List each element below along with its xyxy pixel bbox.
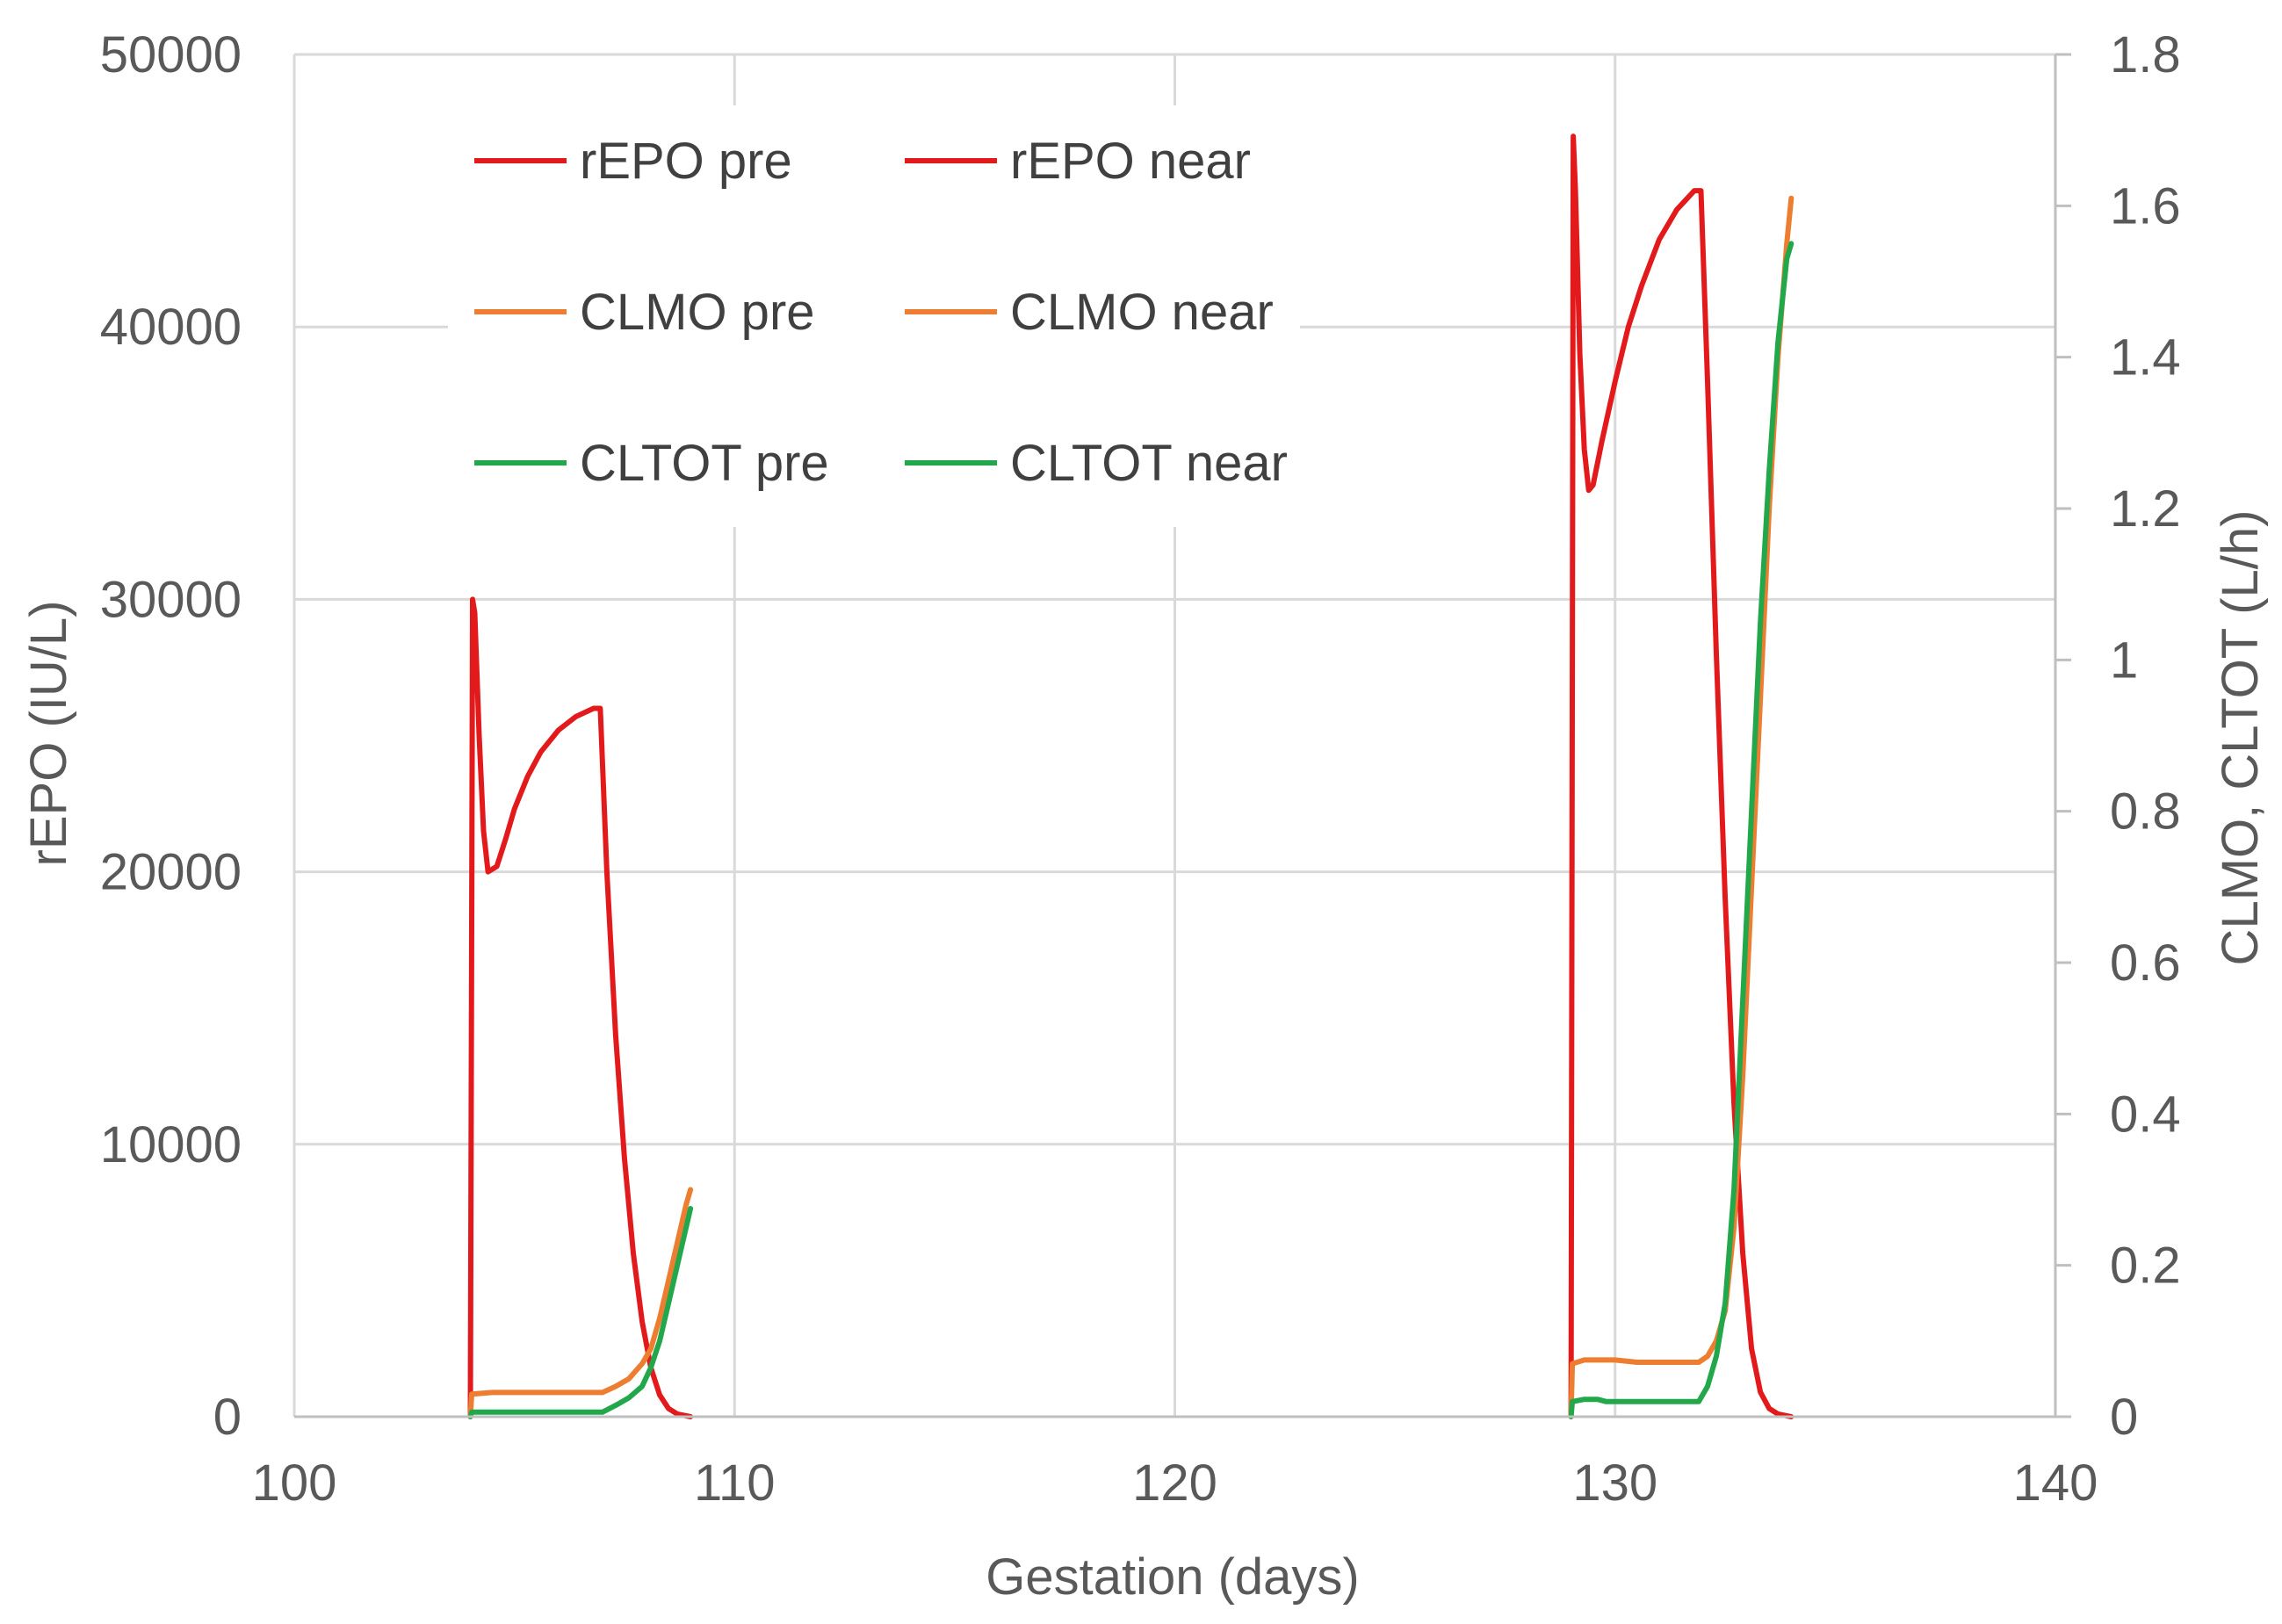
series-line-clmo-pre [467, 1187, 694, 1419]
legend-label: CLMO near [1010, 284, 1274, 341]
x-axis-title: Gestation (days) [986, 1548, 1360, 1606]
x-tick-label: 120 [1132, 1454, 1217, 1512]
y-tick-label: 40000 [100, 299, 242, 356]
y2-tick-label: 0.8 [2110, 783, 2181, 841]
legend-box [448, 105, 1300, 527]
legend-label: rEPO pre [580, 133, 792, 190]
series-line-cltot-pre [467, 1206, 694, 1419]
x-tick-label: 110 [694, 1454, 775, 1512]
x-tick-label: 100 [252, 1454, 337, 1512]
y-tick-label: 20000 [100, 844, 242, 901]
y-axis-title: rEPO (IU/L) [20, 601, 77, 867]
legend: rEPO pre rEPO near CLMO pre CLMO near CLTOT … [448, 105, 1300, 527]
legend-label: CLTOT near [1010, 435, 1288, 492]
plot-area [467, 134, 1795, 1419]
axes: 0 10000 20000 30000 40000 50000 100 110 120 130 14… [100, 26, 2181, 1512]
y2-tick-label: 0.6 [2110, 935, 2181, 992]
legend-label: CLMO pre [580, 284, 815, 341]
y2-tick-label: 1.8 [2110, 26, 2181, 83]
y2-tick-label: 1.6 [2110, 177, 2181, 235]
y2-tick-label: 0 [2110, 1389, 2138, 1446]
x-tick-label: 140 [2013, 1454, 2098, 1512]
legend-label: rEPO near [1010, 133, 1251, 190]
y2-tick-label: 1 [2110, 632, 2138, 689]
series-line-cltot-near [1568, 241, 1795, 1419]
y-tick-label: 50000 [100, 26, 242, 83]
y2-tick-label: 0.4 [2110, 1086, 2181, 1143]
y2-tick-label: 0.2 [2110, 1238, 2181, 1295]
y-tick-label: 10000 [100, 1116, 242, 1173]
x-tick-label: 130 [1572, 1454, 1657, 1512]
y-tick-label: 0 [213, 1389, 242, 1446]
y2-tick-label: 1.4 [2110, 329, 2181, 386]
y2-axis-title: CLMO, CLTOT (L/h) [2212, 510, 2269, 966]
legend-label: CLTOT pre [580, 435, 829, 492]
series-line-repo-near [1568, 134, 1795, 1419]
y-tick-label: 30000 [100, 571, 242, 628]
y2-tick-label: 1.2 [2110, 480, 2181, 538]
